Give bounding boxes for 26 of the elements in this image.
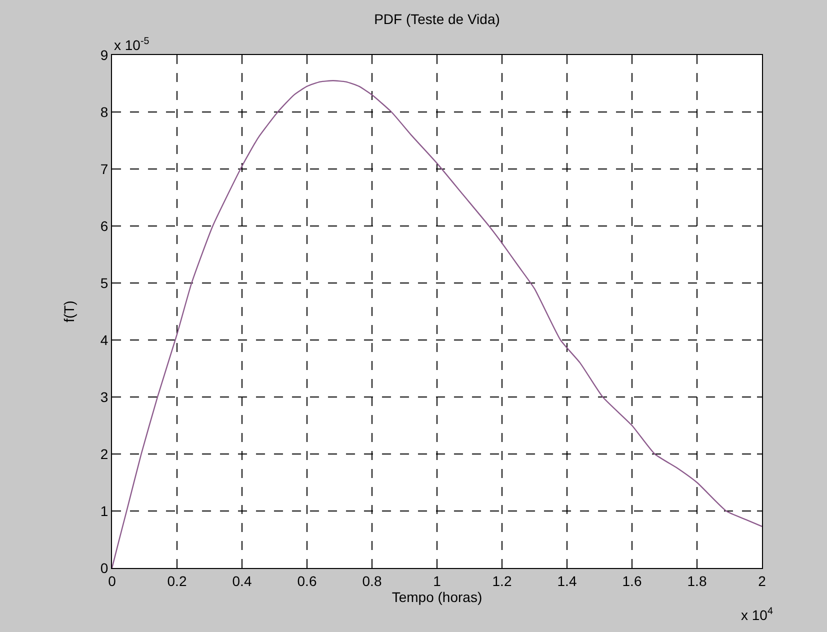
x-tick-label: 2 [758, 572, 766, 589]
x-tick-label: 1.8 [687, 572, 707, 589]
x-tick-label: 0.8 [362, 572, 382, 589]
x-tick-label: 1.4 [557, 572, 577, 589]
x-axis-title: Tempo (horas) [392, 589, 482, 606]
y-tick-label: 0 [100, 560, 108, 576]
x-tick-label: 1.6 [622, 572, 642, 589]
y-axis-title: f(T) [61, 300, 77, 322]
y-tick-label: 2 [100, 446, 108, 462]
text: x 10$^{-5}$ [114, 36, 150, 53]
chart-title: PDF (Teste de Vida) [374, 10, 500, 27]
y-tick-label: 5 [100, 274, 108, 291]
y-tick-label: 6 [100, 218, 108, 234]
y-tick-label: 7 [100, 160, 108, 177]
x-tick-label: 1 [433, 572, 442, 589]
y-tick-label: 4 [100, 332, 108, 348]
x-tick-label: 1.2 [492, 572, 512, 589]
y-tick-label: 8 [100, 104, 108, 120]
text: x 10$^{4}$ [741, 606, 774, 623]
x-tick-label: 0.2 [167, 572, 187, 589]
y-tick-label: 1 [100, 502, 108, 519]
y-tick-label: 9 [100, 46, 108, 63]
y-tick-label: 3 [100, 388, 108, 405]
x-tick-label: 0.4 [232, 572, 252, 589]
line-series [112, 80, 762, 568]
x-tick-label: 0.6 [297, 572, 317, 589]
